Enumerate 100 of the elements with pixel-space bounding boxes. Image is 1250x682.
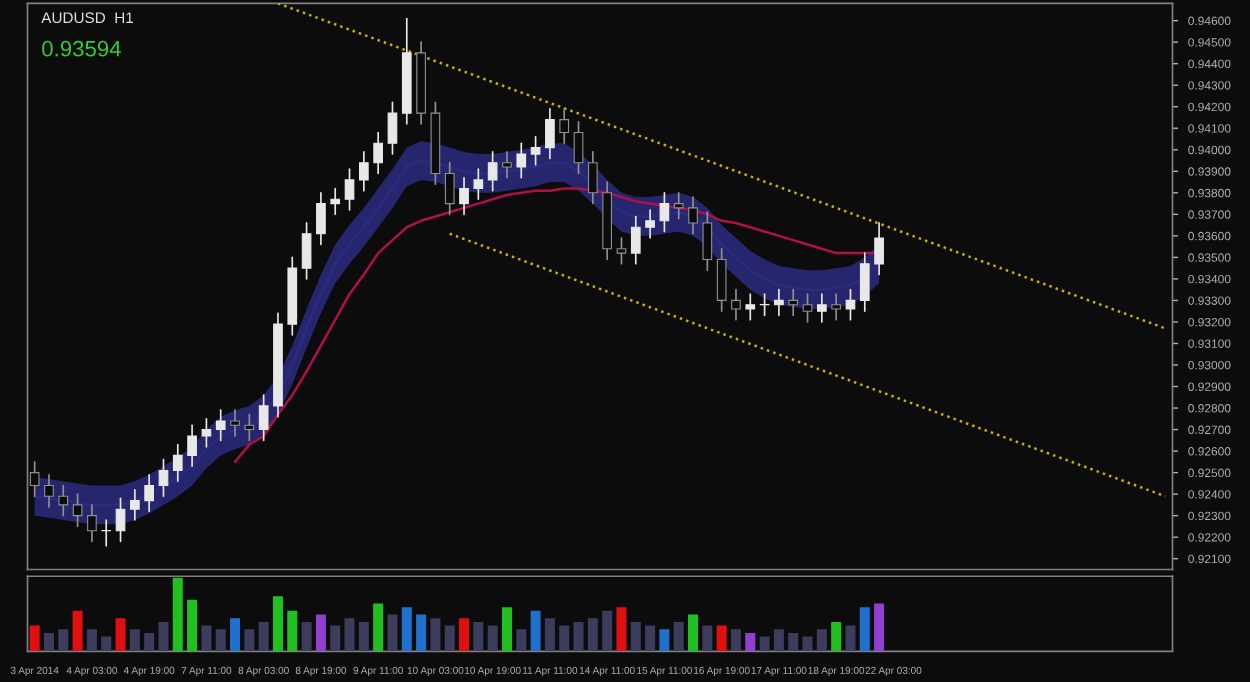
candlestick <box>58 484 69 517</box>
bar <box>587 618 598 652</box>
bar <box>29 625 40 652</box>
bar <box>716 625 727 652</box>
bar <box>358 621 369 652</box>
candlestick <box>358 151 369 192</box>
bar <box>845 625 856 652</box>
candlestick <box>774 288 784 317</box>
bar <box>501 607 512 652</box>
candlestick <box>172 443 183 483</box>
candlestick <box>444 161 455 216</box>
candlestick <box>215 409 226 442</box>
candlestick <box>802 293 813 323</box>
bar <box>530 610 541 652</box>
bar <box>187 599 198 652</box>
candlestick <box>230 409 240 437</box>
bar <box>101 636 112 652</box>
candlestick <box>559 108 570 145</box>
bar <box>730 629 741 652</box>
bar <box>158 621 169 652</box>
bar <box>444 625 455 652</box>
candlestick <box>473 168 484 201</box>
candlestick <box>545 108 555 160</box>
bar <box>816 629 827 652</box>
bar <box>602 610 613 652</box>
candlestick <box>630 215 641 265</box>
bar <box>301 621 312 652</box>
annotation: 0.93594 <box>42 40 121 57</box>
bar <box>215 629 226 652</box>
candlestick <box>258 394 269 442</box>
bar <box>387 614 398 652</box>
candlestick <box>373 131 384 175</box>
bar <box>874 603 885 652</box>
bar <box>659 629 670 652</box>
bar <box>759 636 770 652</box>
bar <box>616 607 627 652</box>
bar <box>645 625 656 652</box>
candlestick <box>115 497 126 543</box>
bar <box>201 625 212 652</box>
candlestick <box>187 424 197 467</box>
candlestick <box>616 237 627 265</box>
candlestick <box>845 288 856 321</box>
bar <box>144 632 155 652</box>
candlestick <box>688 196 698 235</box>
candlestick <box>745 293 756 321</box>
bar <box>630 621 641 652</box>
bar <box>831 621 842 652</box>
candlestick <box>244 413 255 442</box>
bar <box>416 614 427 652</box>
bar <box>673 621 684 652</box>
bar <box>487 625 498 652</box>
candlestick <box>316 191 326 246</box>
candlestick <box>659 191 670 233</box>
candlestick <box>344 168 355 211</box>
bar <box>373 603 384 652</box>
candlestick <box>44 473 54 508</box>
candlestick <box>72 493 83 528</box>
candlestick <box>502 151 512 179</box>
bar <box>773 629 784 652</box>
candlestick <box>387 101 398 155</box>
bar <box>230 618 241 652</box>
bar <box>172 577 183 652</box>
bar <box>72 610 83 652</box>
bar <box>330 625 341 652</box>
candlestick <box>731 288 741 321</box>
bar <box>115 618 126 652</box>
candlestick <box>645 209 655 239</box>
bar <box>859 607 870 652</box>
candlestick <box>158 458 169 498</box>
bar <box>802 636 813 652</box>
candlestick <box>716 247 727 313</box>
candlestick <box>874 222 884 276</box>
bar <box>244 629 255 652</box>
candlestick <box>788 288 799 317</box>
bar <box>315 614 326 652</box>
candlestick <box>301 222 312 280</box>
bar <box>473 621 484 652</box>
bar <box>43 632 54 652</box>
bar <box>258 621 269 652</box>
candlestick <box>330 187 341 216</box>
candlestick <box>573 120 584 175</box>
bar <box>459 618 470 652</box>
bar <box>401 607 412 652</box>
bar <box>788 632 799 652</box>
candlestick <box>129 488 140 521</box>
bar <box>516 629 527 652</box>
candlestick <box>29 461 40 498</box>
bar <box>559 625 570 652</box>
bar <box>287 610 298 652</box>
bar <box>129 629 140 652</box>
candlestick <box>87 504 97 543</box>
bar <box>430 618 441 652</box>
bar <box>86 629 97 652</box>
candlestick <box>459 176 469 216</box>
bar <box>702 625 713 652</box>
candlestick <box>530 136 541 166</box>
bar <box>573 621 584 652</box>
candlestick <box>587 151 598 205</box>
candlestick <box>831 293 842 321</box>
candlestick <box>487 151 498 192</box>
